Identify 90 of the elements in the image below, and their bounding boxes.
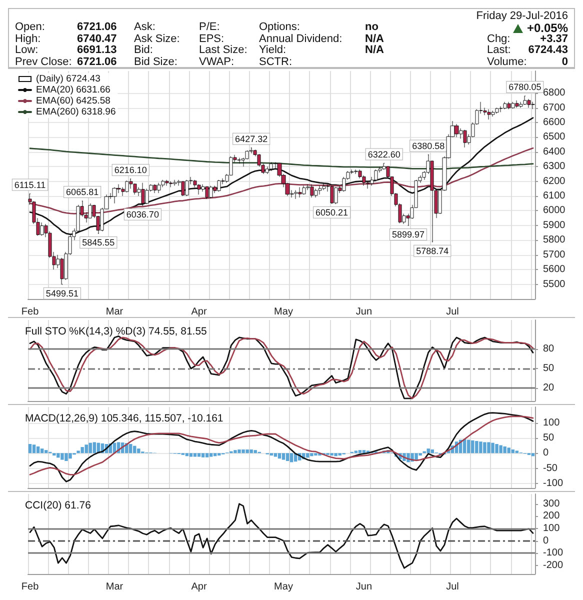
text: no <box>365 21 378 34</box>
text: Open: <box>15 21 45 34</box>
y-tick-label: 50 <box>543 432 555 444</box>
annotation: 6115.11 <box>14 180 46 190</box>
annotation: 6036.70 <box>126 209 159 220</box>
y-tick-label: 50 <box>543 363 555 374</box>
x-tick-label: Jul <box>446 582 459 592</box>
annotation: 5845.55 <box>82 237 115 248</box>
legend-label: (Daily) 6724.43 <box>36 74 100 84</box>
annotation: 6322.60 <box>368 149 400 160</box>
x-tick-label: Feb <box>21 306 40 318</box>
annotation: 5499.51 <box>46 288 78 298</box>
y-tick-label: 0 <box>543 535 549 546</box>
text: 6691.13 <box>77 44 117 56</box>
text: Chg: <box>487 32 510 45</box>
text: Last Size: <box>199 44 248 56</box>
text: Ask: <box>134 21 156 34</box>
text: EPS: <box>199 32 224 45</box>
x-tick-label: Feb <box>21 582 40 592</box>
x-tick-label: Apr <box>191 306 208 318</box>
y-tick-label: 0 <box>543 448 549 459</box>
annotation: 6780.05 <box>508 82 542 92</box>
annotation: 6216.10 <box>114 164 147 175</box>
text: Options: <box>259 21 300 34</box>
y-tick-label: -50 <box>543 462 558 474</box>
y-tick-label: 100 <box>543 417 560 428</box>
text: Volume: <box>487 56 527 68</box>
y-tick-label: 6400 <box>543 146 566 158</box>
legend-label: EMA(20) 6631.66 <box>36 84 110 96</box>
x-tick-label: Mar <box>106 582 124 592</box>
y-tick-label: -200 <box>543 560 564 571</box>
annotation: 5899.97 <box>392 229 425 240</box>
y-tick-label: 200 <box>543 510 560 522</box>
text: CCI(20) 61.76 <box>25 500 92 512</box>
text: Full STO %K(14,3) %D(3) 74.55, 81.55 <box>25 326 208 338</box>
y-tick-label: 6000 <box>543 205 566 216</box>
y-tick-label: 5500 <box>543 278 566 290</box>
text: +0.05% <box>526 21 568 36</box>
legend-label: EMA(260) 6318.96 <box>36 106 116 118</box>
x-tick-label: May <box>274 306 293 318</box>
legend-label: EMA(60) 6425.58 <box>36 96 110 106</box>
annotation: 6427.32 <box>235 134 268 144</box>
text: High: <box>15 32 41 45</box>
annotation: 6380.58 <box>412 140 445 151</box>
annotation: 6065.81 <box>66 187 99 198</box>
text: Friday 29-Jul-2016 <box>476 10 568 22</box>
x-tick-label: May <box>274 582 293 592</box>
text: SCTR: <box>259 56 292 68</box>
text: P/E: <box>199 21 220 34</box>
y-tick-label: 6300 <box>543 161 566 172</box>
y-tick-label: 5600 <box>543 264 566 276</box>
x-tick-label: Jun <box>356 582 372 592</box>
x-tick-label: Jun <box>356 306 372 318</box>
text: Bid: <box>134 44 153 56</box>
text: 6721.06 <box>77 21 117 34</box>
x-tick-label: Mar <box>106 306 124 318</box>
annotation: 6050.21 <box>316 207 348 218</box>
text: Bid Size: <box>134 56 178 68</box>
text: MACD(12,26,9) 105.346, 115.507, -10.161 <box>25 412 224 424</box>
text: Low: <box>15 44 38 56</box>
x-tick-label: Apr <box>191 582 208 592</box>
text: N/A <box>365 44 384 56</box>
y-tick-label: -100 <box>543 478 564 489</box>
y-tick-label: 6700 <box>543 102 566 114</box>
y-tick-label: 300 <box>543 498 560 510</box>
text: 6724.43 <box>528 44 568 56</box>
text: 6721.06 <box>77 56 117 68</box>
x-tick-label: Jul <box>446 306 459 318</box>
text: Last: <box>487 44 511 56</box>
text: Yield: <box>259 44 286 56</box>
y-tick-label: 5900 <box>543 220 566 231</box>
y-tick-label: 20 <box>543 382 555 394</box>
y-tick-label: 5800 <box>543 234 566 246</box>
text: Ask Size: <box>134 32 180 45</box>
y-tick-label: 6200 <box>543 176 566 187</box>
y-tick-label: 80 <box>543 344 555 355</box>
text: +3.37 <box>540 32 568 45</box>
y-tick-label: 6600 <box>543 116 566 128</box>
y-tick-label: 6800 <box>543 88 566 99</box>
y-tick-label: 6100 <box>543 190 566 202</box>
text: VWAP: <box>199 56 234 68</box>
text: Prev Close: <box>15 56 72 68</box>
text: N/A <box>365 32 384 45</box>
text: 6740.47 <box>77 32 117 45</box>
y-tick-label: 100 <box>543 522 560 534</box>
y-tick-label: 6500 <box>543 132 566 143</box>
text: Annual Dividend: <box>259 32 342 45</box>
y-tick-label: -100 <box>543 548 564 559</box>
annotation: 5788.74 <box>416 246 449 256</box>
y-tick-label: 5700 <box>543 249 566 260</box>
